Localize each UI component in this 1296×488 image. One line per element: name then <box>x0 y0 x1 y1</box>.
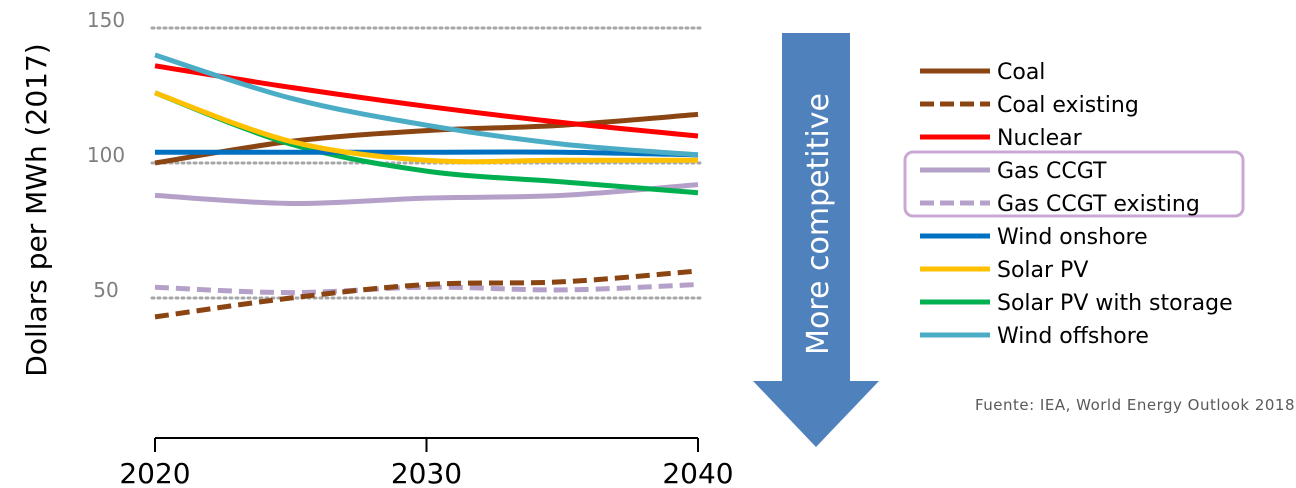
legend-label: Coal <box>997 60 1045 85</box>
legend-item-coal: Coal <box>920 60 1045 85</box>
x-tick-label: 2020 <box>119 457 190 488</box>
legend-label: Coal existing <box>997 93 1139 118</box>
series-line-solar-pv <box>154 90 698 165</box>
grid-lines <box>150 26 702 300</box>
y-tick-label: 150 <box>87 8 125 32</box>
series-line-coal <box>154 111 699 166</box>
series-line-wind-onshore <box>154 149 699 158</box>
axes: 50 100 150 2020 2030 2040 <box>87 8 734 488</box>
legend-item-wind-onshore: Wind onshore <box>920 225 1148 250</box>
y-tick-label: 100 <box>87 143 125 167</box>
source-note: Fuente: IEA, World Energy Outlook 2018 <box>975 396 1295 414</box>
legend-highlight-box <box>903 150 1245 218</box>
x-tick-label: 2040 <box>662 457 733 488</box>
arrow-label: More competitive <box>801 93 836 355</box>
y-tick-label: 50 <box>93 278 118 302</box>
series-line-gas-ccgt-existing <box>154 282 699 296</box>
legend-label: Gas CCGT <box>997 159 1107 184</box>
arrow-shape <box>753 33 879 447</box>
legend-label: Solar PV with storage <box>997 291 1233 316</box>
legend-label: Solar PV <box>997 258 1088 283</box>
series-line-coal-existing <box>154 268 699 320</box>
legend: Coal Coal existing Nuclear Gas CCGT Gas CCGT… <box>920 60 1233 349</box>
legend-item-gas-ccgt: Gas CCGT <box>920 159 1107 184</box>
legend-label: Wind onshore <box>997 225 1148 250</box>
legend-item-wind-offshore: Wind offshore <box>920 324 1149 349</box>
series-line-gas-ccgt <box>154 182 699 207</box>
x-tick-label: 2030 <box>391 457 462 488</box>
legend-label: Gas CCGT existing <box>997 192 1200 217</box>
series-line-nuclear <box>154 63 699 139</box>
legend-item-nuclear: Nuclear <box>920 126 1083 151</box>
series-lines <box>154 52 699 320</box>
legend-label: Nuclear <box>997 126 1083 151</box>
legend-label: Wind offshore <box>997 324 1149 349</box>
legend-item-coal-existing: Coal existing <box>920 93 1139 118</box>
series-line-wind-offshore <box>154 52 699 158</box>
legend-item-solar-pv-with-storage: Solar PV with storage <box>920 291 1233 316</box>
y-axis-label: Dollars per MWh (2017) <box>20 43 53 376</box>
legend-item-solar-pv: Solar PV <box>920 258 1088 283</box>
legend-item-gas-ccgt-existing: Gas CCGT existing <box>920 192 1200 217</box>
competitive-arrow: More competitive <box>753 33 879 447</box>
